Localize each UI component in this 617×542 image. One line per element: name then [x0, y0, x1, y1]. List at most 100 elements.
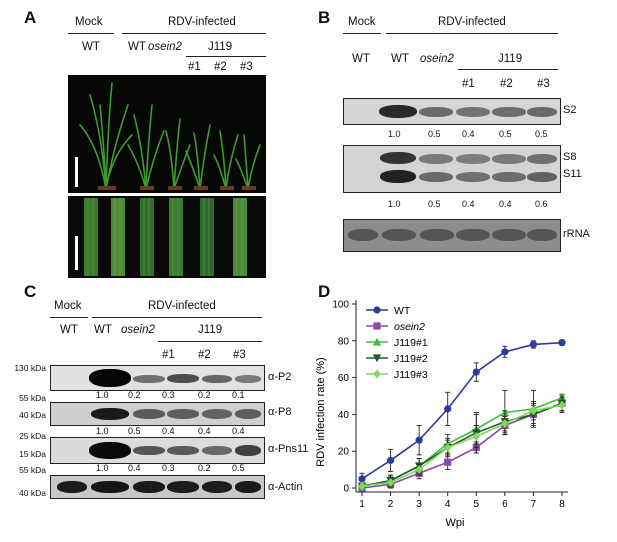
band [492, 154, 526, 164]
panel-a-infected-header: RDV-infected [168, 16, 236, 28]
quant-pns-osein2: 0.4 [128, 463, 141, 473]
quant-s2-wt: 1.0 [388, 129, 401, 139]
panel-c-label: C [24, 282, 37, 301]
y-tick-label: 100 [332, 300, 349, 311]
x-tick-label: 1 [359, 499, 365, 510]
marker-actin-top: 55 kDa [19, 465, 46, 475]
band [456, 107, 490, 117]
panel-b-osein2: osein2 [420, 53, 454, 65]
quant-s8-j1: 0.4 [462, 199, 475, 209]
quant-p8-j2: 0.4 [198, 426, 211, 436]
leaf-photo [68, 196, 266, 278]
y-tick-label: 0 [343, 484, 349, 495]
quant-p2-j1: 0.3 [162, 390, 175, 400]
panel-a-j119-rule [186, 56, 266, 57]
band [133, 446, 165, 455]
quant-s8-osein2: 0.5 [428, 199, 441, 209]
marker-p2-top: 130 kDa [14, 363, 46, 373]
band [202, 481, 232, 493]
quant-p8-j1: 0.4 [162, 426, 175, 436]
band [527, 154, 557, 164]
panel-c-j119: J119 [198, 324, 223, 336]
data-point [372, 354, 382, 363]
band [382, 229, 416, 241]
panel-b-infected-rule [386, 33, 558, 34]
data-point [373, 322, 381, 330]
panel-c-infected-rule [92, 317, 262, 318]
panel-c-osein2: osein2 [121, 324, 155, 336]
data-point [358, 481, 366, 491]
band [202, 409, 232, 419]
band [492, 107, 526, 117]
quant-pns-j1: 0.3 [162, 463, 175, 473]
panel-a-j119: J119 [208, 41, 233, 53]
legend-label: J119#2 [394, 353, 428, 365]
panel-b-mock-header: Mock [348, 16, 376, 28]
band [167, 374, 199, 383]
panel-b-line-1: #1 [462, 78, 475, 90]
y-tick-label: 60 [338, 373, 350, 384]
series-line [361, 404, 563, 487]
blot-p2 [50, 365, 265, 391]
quant-s8-j2: 0.4 [499, 199, 512, 209]
marker-pns-top: 25 kDa [19, 431, 46, 441]
quant-s2-j1: 0.4 [462, 129, 475, 139]
panel-b-line-2: #2 [500, 78, 513, 90]
data-point [372, 337, 382, 346]
band [419, 172, 453, 182]
antibody-pns11: α-Pns11 [268, 443, 309, 455]
data-point [444, 458, 452, 466]
data-point [444, 405, 452, 413]
antibody-actin: α-Actin [268, 481, 303, 493]
panel-a-line-2: #2 [214, 61, 227, 73]
series-line [361, 402, 563, 487]
panel-c-mock-rule [50, 317, 88, 318]
band [167, 409, 199, 419]
x-tick-label: 6 [502, 499, 508, 510]
band [91, 408, 129, 420]
marker-p8: 40 kDa [19, 410, 46, 420]
marker-pns-bottom: 15 kDa [19, 449, 46, 459]
y-tick-label: 80 [338, 336, 350, 347]
band [456, 154, 490, 164]
quant-s2-j3: 0.5 [535, 129, 548, 139]
antibody-p2: α-P2 [268, 371, 292, 383]
legend-label: WT [394, 305, 411, 317]
panel-a-mock-rule [68, 33, 114, 34]
quant-pns-j3: 0.5 [232, 463, 245, 473]
quant-p2-j2: 0.2 [198, 390, 211, 400]
band [527, 172, 557, 182]
label-rrna: rRNA [563, 228, 590, 240]
x-tick-label: 2 [388, 499, 394, 510]
band [492, 229, 526, 241]
series-j119-3 [358, 397, 566, 491]
quant-p8-j3: 0.4 [232, 426, 245, 436]
panel-c-line-3: #3 [233, 349, 246, 361]
series-wt [358, 339, 566, 485]
band [419, 154, 453, 164]
data-point [558, 339, 566, 347]
band [235, 481, 261, 493]
band [420, 229, 454, 241]
blot-s8-s11 [343, 145, 561, 193]
band [527, 107, 557, 117]
panel-a-infected-rule [122, 33, 266, 34]
marker-actin-bottom: 40 kDa [19, 488, 46, 498]
plant-photo [68, 75, 266, 193]
x-axis-label: Wpi [446, 517, 465, 529]
legend-label: J119#1 [394, 337, 428, 349]
quant-p8-osein2: 0.5 [128, 426, 141, 436]
y-tick-label: 20 [338, 447, 350, 458]
band [91, 481, 129, 493]
quant-p8-wt: 1.0 [96, 426, 109, 436]
data-point [386, 456, 395, 464]
quant-s8-wt: 1.0 [388, 199, 401, 209]
band [235, 409, 261, 419]
panel-c-j119-rule [158, 341, 262, 342]
quant-p2-wt: 1.0 [96, 390, 109, 400]
panel-c-mock-header: Mock [54, 300, 82, 312]
panel-b-infected-header: RDV-infected [438, 16, 506, 28]
band [89, 369, 131, 387]
data-point [373, 306, 381, 314]
blot-p8 [50, 402, 265, 426]
